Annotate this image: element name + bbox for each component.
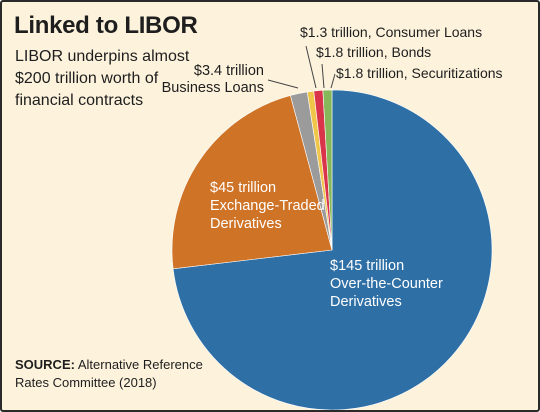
slice-label-line: Exchange-Traded	[210, 198, 325, 214]
source-text: Alternative Reference Rates Committee (2…	[15, 357, 203, 390]
slice-label-line: $1.8 trillion, Bonds	[316, 44, 431, 60]
slice-label-line: Over-the-Counter	[330, 276, 443, 292]
slice-label-line: $1.8 trillion, Securitizations	[336, 65, 503, 81]
slice-label-line: $145 trillion	[330, 258, 404, 274]
pie-slice-etd	[171, 95, 333, 270]
slice-label-bonds: $1.8 trillion, Bonds	[316, 44, 431, 60]
slice-label-consumer-loans: $1.3 trillion, Consumer Loans	[300, 24, 482, 40]
slice-label-securitizations: $1.8 trillion, Securitizations	[336, 65, 503, 81]
slice-label-line: Derivatives	[330, 294, 402, 310]
pie-slice-securitizations	[322, 89, 333, 251]
leader-line-consumer-loans	[305, 45, 317, 89]
slice-label-etd: $45 trillion Exchange-Traded Derivatives	[210, 180, 325, 232]
leader-line-bonds	[321, 63, 325, 89]
source-note: SOURCE: Alternative Reference Rates Comm…	[15, 356, 235, 392]
slice-label-line: $45 trillion	[210, 180, 276, 196]
slice-label-otc: $145 trillion Over-the-Counter Derivatives	[330, 258, 443, 310]
slice-label-line: $1.3 trillion, Consumer Loans	[300, 24, 482, 40]
leader-line-securitizations	[330, 73, 336, 89]
source-label: SOURCE:	[15, 357, 75, 372]
slice-label-business-loans: $3.4 trillion Business Loans	[162, 63, 264, 96]
chart-title: Linked to LIBOR	[14, 12, 198, 39]
slice-label-line: Derivatives	[210, 216, 282, 232]
slice-label-line: Business Loans	[162, 80, 264, 96]
leader-line-business-loans	[267, 79, 299, 89]
chart-subtitle: LIBOR underpins almost $200 trillion wor…	[15, 48, 190, 109]
pie-slice-otc	[172, 89, 493, 410]
slice-label-line: $3.4 trillion	[194, 63, 264, 79]
